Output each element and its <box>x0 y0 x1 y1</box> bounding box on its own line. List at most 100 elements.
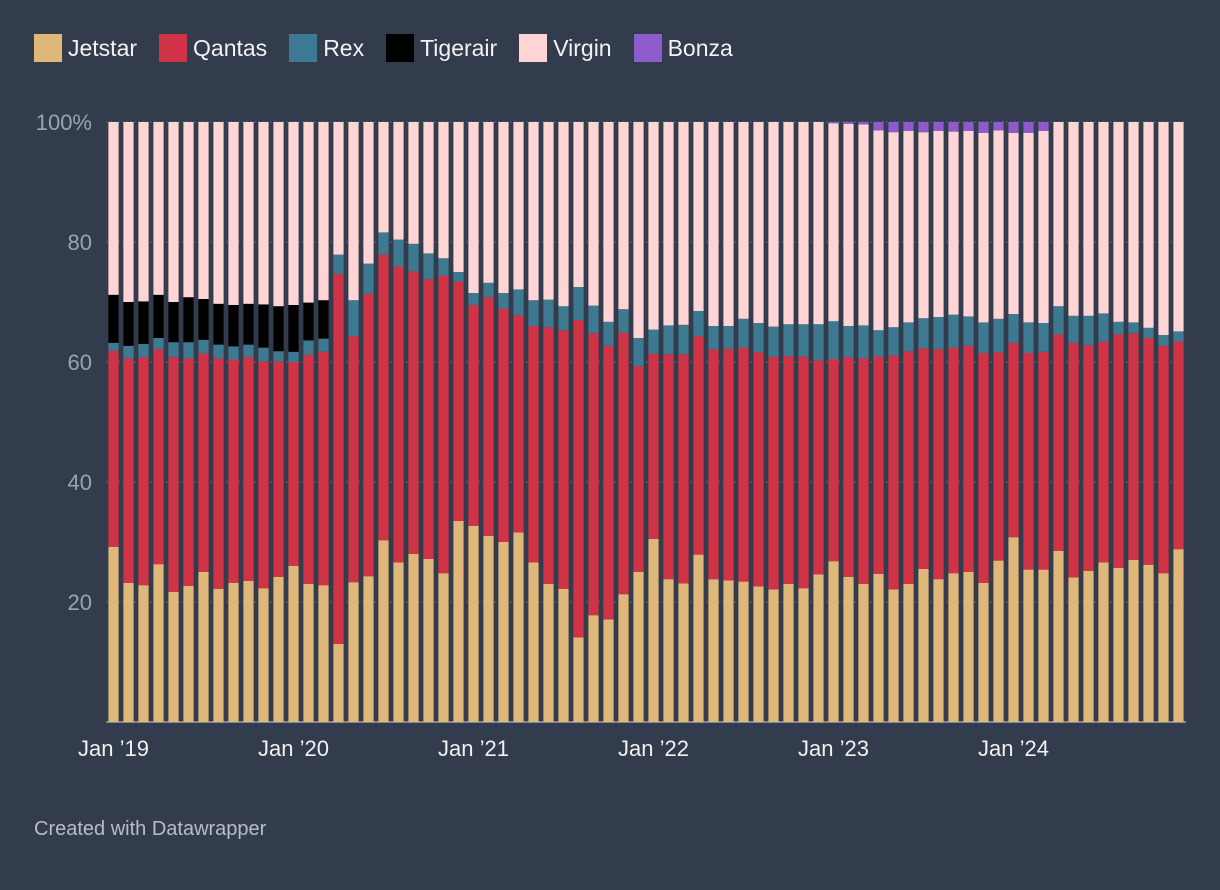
bar-segment-tigerair[interactable] <box>168 302 179 343</box>
bar-segment-jetstar[interactable] <box>273 576 284 722</box>
bar-stack-2020-06[interactable] <box>363 122 374 722</box>
bar-stack-2020-01[interactable] <box>288 122 299 722</box>
bar-segment-jetstar[interactable] <box>258 588 269 722</box>
bar-segment-jetstar[interactable] <box>423 558 434 722</box>
bar-stack-2023-04[interactable] <box>873 122 884 722</box>
bar-segment-jetstar[interactable] <box>783 584 794 722</box>
bar-segment-qantas[interactable] <box>633 366 644 572</box>
bar-segment-jetstar[interactable] <box>1098 562 1109 722</box>
bar-segment-qantas[interactable] <box>1083 345 1094 571</box>
bar-segment-virgin[interactable] <box>798 122 809 325</box>
bar-segment-jetstar[interactable] <box>468 525 479 722</box>
bar-stack-2023-05[interactable] <box>888 122 899 722</box>
bar-segment-rex[interactable] <box>963 316 974 346</box>
bar-segment-bonza[interactable] <box>828 122 839 124</box>
bar-stack-2021-04[interactable] <box>513 122 524 722</box>
bar-stack-2019-02[interactable] <box>123 122 134 722</box>
bar-segment-rex[interactable] <box>1128 322 1139 334</box>
bar-segment-virgin[interactable] <box>1038 131 1049 323</box>
bar-segment-virgin[interactable] <box>138 122 149 302</box>
bar-segment-rex[interactable] <box>423 253 434 280</box>
bar-segment-virgin[interactable] <box>1128 122 1139 323</box>
bar-segment-rex[interactable] <box>348 300 359 337</box>
bar-stack-2020-08[interactable] <box>393 122 404 722</box>
bar-segment-virgin[interactable] <box>918 132 929 319</box>
bar-segment-rex[interactable] <box>1143 327 1154 338</box>
bar-stack-2020-04[interactable] <box>333 122 344 722</box>
bar-segment-jetstar[interactable] <box>828 561 839 722</box>
bar-segment-rex[interactable] <box>1083 315 1094 346</box>
bar-segment-jetstar[interactable] <box>123 582 134 722</box>
bar-segment-tigerair[interactable] <box>198 299 209 340</box>
bar-segment-qantas[interactable] <box>168 357 179 592</box>
bar-segment-virgin[interactable] <box>213 122 224 304</box>
bar-segment-qantas[interactable] <box>123 358 134 583</box>
bar-stack-2021-06[interactable] <box>543 122 554 722</box>
bar-segment-virgin[interactable] <box>558 122 569 307</box>
bar-segment-tigerair[interactable] <box>243 303 254 345</box>
bar-segment-qantas[interactable] <box>813 360 824 575</box>
bar-segment-qantas[interactable] <box>663 354 674 580</box>
bar-segment-jetstar[interactable] <box>648 539 659 722</box>
bar-segment-rex[interactable] <box>123 345 134 359</box>
bar-segment-qantas[interactable] <box>768 356 779 590</box>
bar-segment-rex[interactable] <box>483 282 494 298</box>
bar-segment-rex[interactable] <box>198 339 209 354</box>
bar-segment-jetstar[interactable] <box>1023 569 1034 722</box>
bar-segment-rex[interactable] <box>633 338 644 367</box>
bar-segment-qantas[interactable] <box>1053 334 1064 551</box>
bar-stack-2024-12[interactable] <box>1173 122 1184 722</box>
bar-stack-2022-03[interactable] <box>678 122 689 722</box>
bar-segment-qantas[interactable] <box>303 354 314 584</box>
bar-stack-2023-08[interactable] <box>933 122 944 722</box>
bar-segment-qantas[interactable] <box>1158 345 1169 574</box>
bar-segment-rex[interactable] <box>1023 322 1034 353</box>
bar-segment-rex[interactable] <box>153 338 164 350</box>
bar-segment-virgin[interactable] <box>1023 132 1034 323</box>
bar-segment-jetstar[interactable] <box>858 584 869 722</box>
bar-segment-rex[interactable] <box>258 347 269 362</box>
bar-segment-virgin[interactable] <box>198 122 209 299</box>
bar-segment-bonza[interactable] <box>963 122 974 131</box>
bar-segment-jetstar[interactable] <box>198 572 209 722</box>
bar-segment-rex[interactable] <box>978 322 989 353</box>
bar-stack-2024-02[interactable] <box>1023 122 1034 722</box>
bar-stack-2022-07[interactable] <box>738 122 749 722</box>
bar-segment-rex[interactable] <box>378 232 389 255</box>
bar-segment-rex[interactable] <box>873 330 884 357</box>
bar-segment-virgin[interactable] <box>858 124 869 326</box>
bar-segment-rex[interactable] <box>678 324 689 355</box>
bar-segment-jetstar[interactable] <box>228 582 239 722</box>
bar-segment-rex[interactable] <box>708 326 719 350</box>
bar-stack-2023-01[interactable] <box>828 122 839 722</box>
bar-segment-bonza[interactable] <box>903 122 914 131</box>
bar-segment-virgin[interactable] <box>363 122 374 264</box>
bar-segment-bonza[interactable] <box>843 122 854 124</box>
bar-stack-2023-11[interactable] <box>978 122 989 722</box>
bar-segment-rex[interactable] <box>648 329 659 354</box>
bar-segment-rex[interactable] <box>1038 323 1049 352</box>
bar-segment-rex[interactable] <box>1098 313 1109 342</box>
bar-segment-virgin[interactable] <box>648 122 659 330</box>
bar-segment-jetstar[interactable] <box>708 579 719 722</box>
bar-segment-virgin[interactable] <box>738 122 749 319</box>
bar-segment-rex[interactable] <box>663 325 674 355</box>
bar-segment-jetstar[interactable] <box>873 573 884 722</box>
bar-stack-2023-06[interactable] <box>903 122 914 722</box>
bar-segment-jetstar[interactable] <box>1158 573 1169 722</box>
bar-stack-2022-06[interactable] <box>723 122 734 722</box>
bar-segment-qantas[interactable] <box>333 273 344 644</box>
bar-segment-jetstar[interactable] <box>1143 564 1154 722</box>
bar-segment-rex[interactable] <box>573 287 584 320</box>
bar-segment-jetstar[interactable] <box>243 581 254 722</box>
bar-segment-bonza[interactable] <box>978 122 989 133</box>
bar-stack-2019-03[interactable] <box>138 122 149 722</box>
bar-segment-bonza[interactable] <box>948 122 959 132</box>
bar-segment-jetstar[interactable] <box>138 585 149 722</box>
bar-segment-jetstar[interactable] <box>813 574 824 722</box>
bar-segment-qantas[interactable] <box>213 358 224 589</box>
bar-stack-2024-03[interactable] <box>1038 122 1049 722</box>
bar-segment-rex[interactable] <box>498 293 509 309</box>
bar-stack-2021-10[interactable] <box>603 122 614 722</box>
bar-segment-jetstar[interactable] <box>1113 567 1124 722</box>
